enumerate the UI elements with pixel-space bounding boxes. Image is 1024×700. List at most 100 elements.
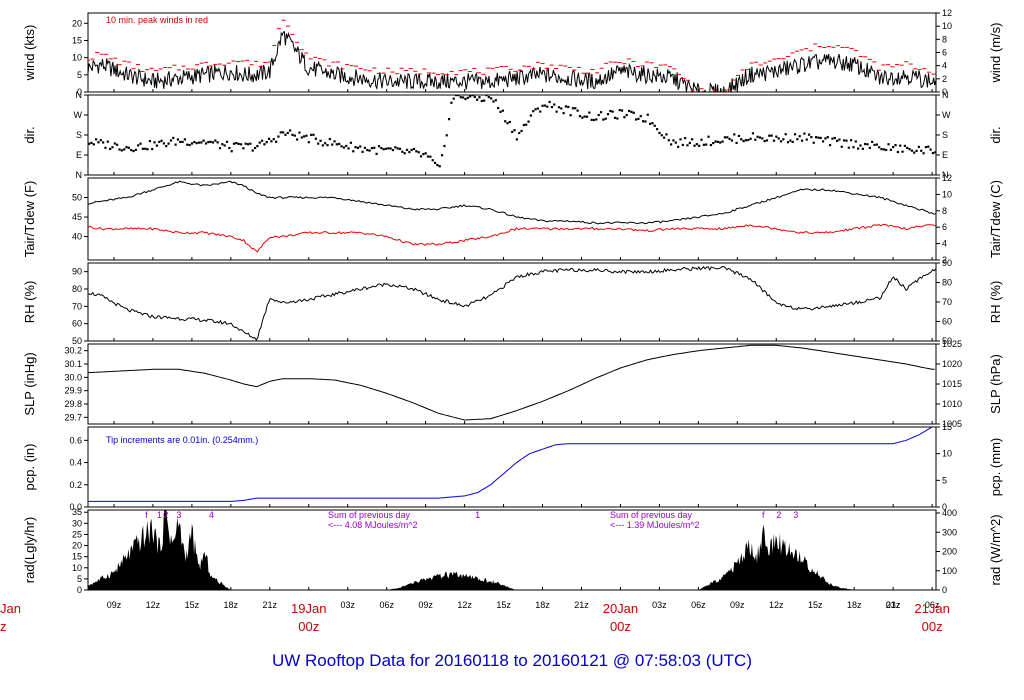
- direction-point: [616, 117, 619, 120]
- sun-marker: 3: [793, 510, 798, 520]
- y-tick-label-right: 0: [942, 87, 947, 97]
- direction-point: [702, 143, 705, 146]
- direction-point: [871, 140, 874, 143]
- direction-point: [922, 152, 925, 155]
- plot-area: [88, 95, 936, 168]
- y-tick-label-left: 5: [77, 574, 82, 584]
- direction-point: [359, 145, 362, 148]
- direction-point: [931, 151, 935, 155]
- direction-point: [483, 99, 486, 102]
- direction-point: [167, 142, 170, 145]
- direction-point: [653, 124, 656, 127]
- direction-point: [899, 144, 902, 147]
- direction-point: [412, 147, 416, 151]
- direction-point: [550, 105, 554, 109]
- direction-point: [321, 144, 324, 147]
- direction-point: [197, 141, 201, 144]
- direction-point: [102, 141, 105, 144]
- direction-point: [539, 110, 542, 113]
- direction-point: [777, 137, 780, 140]
- direction-point: [810, 135, 813, 139]
- direction-point: [814, 136, 818, 139]
- direction-point: [380, 146, 383, 150]
- y-tick-label-left: 30.2: [64, 346, 82, 356]
- direction-point: [522, 123, 525, 127]
- direction-point: [588, 111, 591, 114]
- direction-point: [812, 141, 815, 144]
- y-axis-label-right: Tair/Tdew (C): [988, 180, 1003, 258]
- direction-point: [310, 133, 313, 137]
- direction-point: [751, 132, 755, 135]
- direction-point: [927, 145, 930, 148]
- y-tick-label-right: 1020: [942, 359, 962, 369]
- direction-point: [275, 140, 278, 143]
- y-tick-label-left: 29.7: [64, 412, 82, 422]
- direction-point: [342, 146, 345, 149]
- direction-point: [665, 133, 668, 136]
- y-tick-label-left: 25: [72, 529, 82, 539]
- direction-point: [716, 140, 719, 143]
- plot-area: [88, 510, 936, 590]
- tip-increment-note: Tip increments are 0.01in. (0.254mm.): [106, 435, 258, 445]
- series-line-precip: [88, 427, 935, 502]
- direction-point: [394, 146, 397, 149]
- direction-point: [609, 109, 612, 113]
- x-tick-label: 18z: [224, 600, 239, 610]
- direction-point: [419, 155, 423, 158]
- direction-point: [508, 120, 511, 124]
- direction-point: [172, 136, 175, 140]
- day-label-hour: 00z: [610, 619, 631, 634]
- direction-point: [433, 161, 437, 165]
- direction-point: [176, 138, 180, 141]
- direction-point: [476, 98, 479, 101]
- direction-point: [387, 147, 390, 150]
- direction-point: [707, 135, 710, 138]
- direction-point: [338, 142, 341, 146]
- direction-point: [852, 146, 855, 149]
- direction-point: [501, 109, 504, 112]
- direction-point: [557, 106, 561, 109]
- direction-point: [139, 142, 142, 145]
- direction-point: [882, 148, 885, 151]
- direction-point: [688, 141, 691, 145]
- y-tick-label-left: 20: [72, 541, 82, 551]
- direction-point: [763, 140, 766, 143]
- direction-point: [590, 118, 593, 121]
- y-tick-label-right: 5: [942, 475, 947, 485]
- y-axis-label-right: RH (%): [988, 281, 1003, 324]
- direction-point: [183, 138, 187, 141]
- direction-point: [805, 138, 808, 141]
- direction-point: [160, 139, 163, 142]
- y-tick-label-right: 1015: [942, 379, 962, 389]
- direction-point: [733, 133, 736, 136]
- direction-point: [258, 141, 261, 144]
- direction-point: [878, 146, 881, 149]
- direction-point: [525, 123, 528, 126]
- direction-point: [887, 143, 890, 146]
- direction-point: [216, 141, 219, 144]
- direction-point: [555, 110, 558, 113]
- direction-point: [625, 113, 628, 117]
- direction-point: [698, 144, 701, 147]
- direction-point: [450, 101, 453, 104]
- direction-point: [267, 137, 271, 140]
- direction-point: [153, 141, 156, 144]
- direction-point: [415, 150, 418, 153]
- y-tick-label-right: S: [942, 130, 948, 140]
- x-tick-label: 21z: [886, 600, 901, 610]
- direction-point: [667, 139, 670, 142]
- direction-point: [915, 149, 918, 152]
- y-tick-label-right: 1010: [942, 399, 962, 409]
- x-tick-label: 12z: [769, 600, 784, 610]
- time-axis: 09z 12z 15z 18z 21z 03z 06z 09z 12z 15z 18z 21z 03z 0…: [0, 600, 950, 634]
- sun-marker: 2: [163, 510, 168, 520]
- direction-point: [800, 139, 804, 142]
- y-tick-label-left: 10: [72, 563, 82, 573]
- y-tick-label-right: N: [942, 170, 949, 180]
- y-tick-label-left: 29.8: [64, 399, 82, 409]
- direction-point: [770, 134, 773, 137]
- direction-point: [803, 132, 806, 135]
- direction-point: [447, 118, 451, 121]
- direction-point: [361, 150, 364, 153]
- y-tick-label-left: 0.2: [69, 480, 82, 490]
